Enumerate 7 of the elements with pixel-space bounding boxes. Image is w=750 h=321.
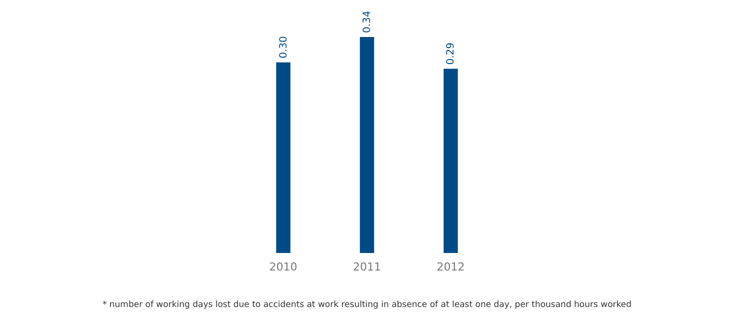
text: * number of working days lost due to accidents at work resulting in absence of at least one day, per thousand hours worked — [102, 300, 632, 310]
x-tick-label: 2012 — [436, 260, 465, 274]
x-tick-label: 2011 — [353, 260, 381, 274]
data-label: 0.29 — [446, 42, 457, 65]
data-label: 0.34 — [362, 10, 373, 33]
x-tick-label: 2010 — [269, 260, 298, 274]
data-label: 0.30 — [278, 36, 290, 58]
